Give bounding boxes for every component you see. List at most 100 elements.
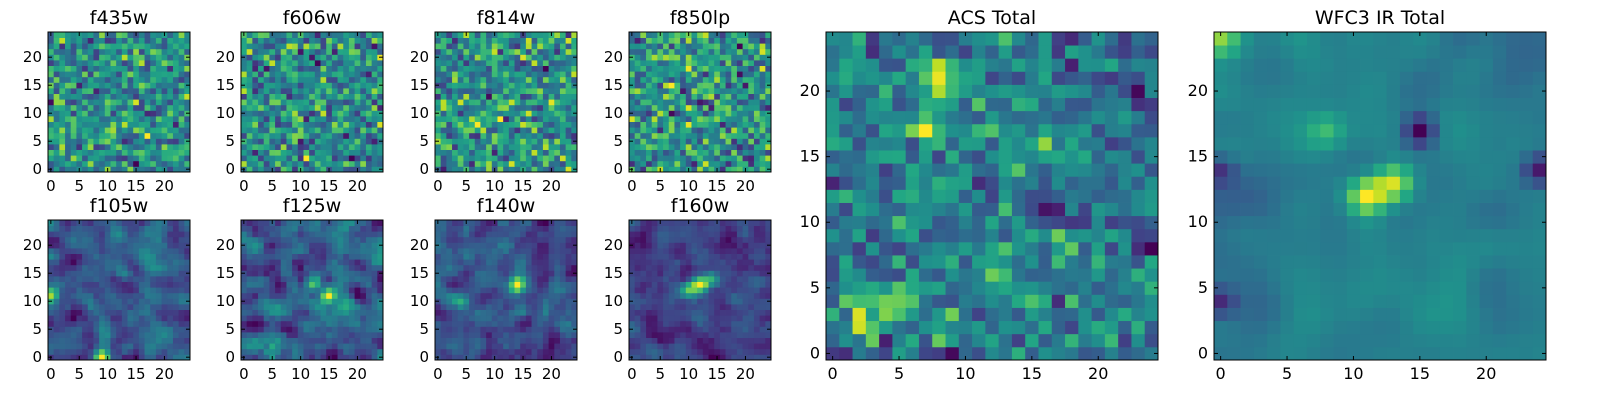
heatmap-cell	[697, 110, 704, 117]
heatmap-cell	[70, 116, 77, 122]
heatmap-cell	[514, 76, 521, 83]
heatmap-cell	[309, 315, 316, 322]
heatmap-cell	[736, 354, 743, 361]
heatmap-cell	[82, 93, 89, 100]
heatmap-cell	[70, 231, 77, 238]
heatmap-cell	[646, 276, 653, 282]
heatmap-cell	[121, 54, 128, 61]
heatmap-cell	[680, 43, 687, 50]
heatmap-cell	[280, 231, 287, 238]
heatmap-cell	[365, 155, 373, 162]
heatmap-cell	[719, 337, 726, 344]
heatmap-cell	[275, 32, 282, 38]
heatmap-cell	[537, 270, 544, 277]
heatmap-cell	[133, 149, 140, 156]
heatmap-cell	[258, 225, 265, 232]
heatmap-cell	[474, 43, 481, 50]
heatmap-cell	[348, 93, 355, 100]
heatmap-cell	[531, 166, 538, 173]
heatmap-cell	[280, 65, 287, 72]
heatmap-cell	[133, 155, 140, 162]
heatmap-cell	[377, 292, 384, 299]
heatmap-cell	[53, 144, 60, 150]
heatmap-cell	[121, 110, 128, 117]
heatmap-cell	[303, 37, 310, 44]
heatmap-cell	[110, 93, 117, 100]
heatmap-cell	[691, 281, 698, 288]
heatmap-cell	[127, 37, 134, 44]
heatmap-cell	[719, 88, 726, 94]
heatmap-cell	[542, 43, 549, 50]
heatmap-cell	[559, 88, 567, 94]
heatmap-cell	[719, 43, 726, 50]
heatmap-cell	[708, 320, 715, 327]
heatmap-cell	[680, 37, 687, 44]
heatmap-cell	[371, 121, 378, 128]
heatmap-cell	[82, 155, 89, 162]
heatmap-cell	[53, 71, 60, 78]
heatmap-cell	[309, 259, 316, 266]
heatmap-cell	[286, 121, 293, 128]
heatmap-cell	[457, 304, 464, 310]
heatmap-cell	[753, 304, 761, 310]
heatmap-cell	[480, 127, 487, 134]
heatmap-cell	[246, 32, 253, 38]
x-tick-label: 5	[74, 365, 84, 383]
heatmap-cell	[59, 242, 66, 249]
heatmap-cell	[554, 32, 561, 38]
heatmap-cell	[241, 121, 248, 128]
heatmap-cell	[246, 348, 253, 355]
heatmap-cell	[565, 155, 572, 162]
heatmap-cell	[377, 253, 384, 260]
heatmap-cell	[565, 116, 572, 122]
heatmap-cell	[377, 276, 384, 282]
heatmap-cell	[691, 337, 698, 344]
heatmap-cell	[116, 248, 123, 254]
heatmap-cell	[59, 76, 66, 83]
heatmap-cell	[252, 54, 259, 61]
heatmap-cell	[520, 37, 527, 44]
heatmap-cell	[435, 132, 442, 139]
heatmap-cell	[155, 298, 162, 305]
heatmap-cell	[172, 99, 180, 106]
heatmap-cell	[360, 88, 367, 94]
heatmap-cell	[337, 127, 344, 134]
heatmap-cell	[559, 155, 567, 162]
x-tick-label: 10	[98, 177, 117, 195]
heatmap-cell	[144, 155, 151, 162]
heatmap-cell	[365, 93, 373, 100]
heatmap-cell	[377, 348, 384, 355]
x-tick-label: 20	[542, 365, 561, 383]
heatmap-cell	[668, 155, 675, 162]
heatmap-cell	[731, 132, 738, 139]
heatmap-cell	[246, 253, 253, 260]
heatmap-cell	[674, 348, 681, 355]
heatmap-cell	[469, 99, 476, 106]
heatmap-cell	[640, 326, 647, 333]
heatmap-cell	[371, 54, 378, 61]
heatmap-cell	[646, 54, 653, 61]
heatmap-cell	[138, 354, 145, 361]
heatmap-cell	[731, 54, 738, 61]
heatmap-cell	[348, 110, 355, 117]
heatmap-cell	[241, 149, 248, 156]
heatmap-cell	[463, 326, 470, 333]
heatmap-cell	[275, 259, 282, 266]
heatmap-cell	[93, 242, 100, 249]
heatmap-cell	[110, 343, 117, 350]
heatmap-cell	[714, 320, 721, 327]
heatmap-cell	[65, 298, 72, 305]
heatmap-cell	[531, 149, 538, 156]
heatmap-cell	[150, 110, 157, 117]
heatmap-cell	[537, 315, 544, 322]
heatmap-cell	[292, 132, 299, 139]
heatmap-cell	[663, 287, 670, 294]
heatmap-cell	[331, 155, 338, 162]
heatmap-cell	[82, 343, 89, 350]
heatmap-cell	[178, 248, 185, 254]
heatmap-cell	[70, 76, 77, 83]
heatmap-cell	[554, 354, 561, 361]
heatmap-cell	[765, 343, 772, 350]
heatmap-cell	[731, 144, 738, 150]
heatmap-cell	[258, 43, 265, 50]
